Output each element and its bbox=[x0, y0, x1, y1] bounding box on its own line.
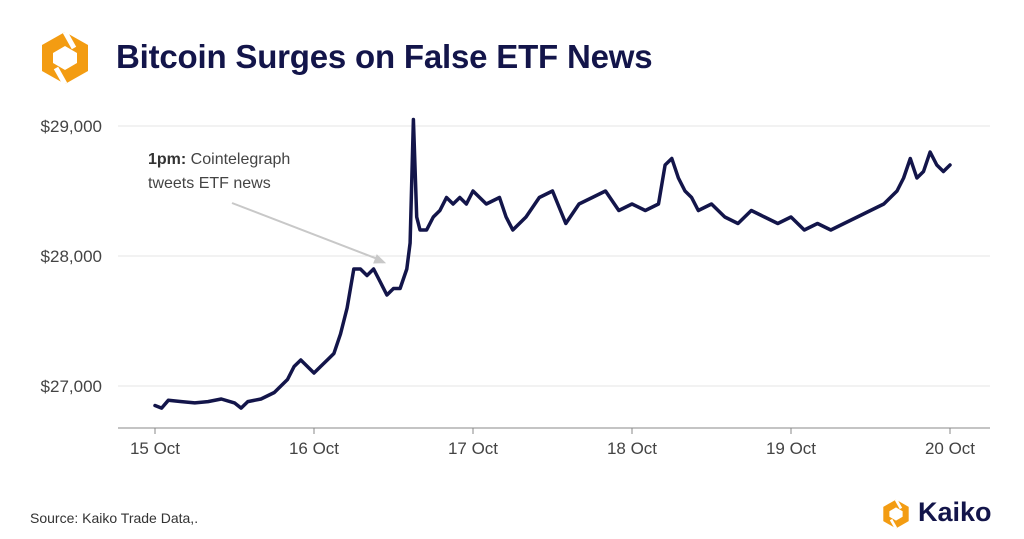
chart-title: Bitcoin Surges on False ETF News bbox=[116, 38, 653, 75]
x-tick-label: 16 Oct bbox=[289, 439, 339, 458]
annotation-bold: 1pm: bbox=[148, 151, 186, 168]
kaiko-logo-icon bbox=[42, 30, 88, 86]
x-tick-label: 18 Oct bbox=[607, 439, 657, 458]
x-tick-labels: 15 Oct 16 Oct 17 Oct 18 Oct 19 Oct 20 Oct bbox=[130, 439, 975, 458]
series-line-btc-price bbox=[153, 117, 952, 410]
axes bbox=[118, 427, 990, 434]
x-tick-label: 19 Oct bbox=[766, 439, 816, 458]
annotation-arrowhead bbox=[373, 254, 387, 264]
annotation-rest: Cointelegraph bbox=[186, 151, 290, 168]
x-tick-label: 20 Oct bbox=[925, 439, 975, 458]
annotation-text-line2: tweets ETF news bbox=[148, 175, 271, 192]
kaiko-brand-icon bbox=[883, 498, 909, 530]
brand-footer: Kaiko bbox=[880, 496, 1010, 532]
y-tick-labels: $27,000 $28,000 $29,000 bbox=[41, 117, 102, 396]
y-tick-label: $27,000 bbox=[41, 377, 102, 396]
annotation-arrow bbox=[231, 202, 379, 261]
y-tick-label: $28,000 bbox=[41, 247, 102, 266]
brand-name: Kaiko bbox=[918, 497, 992, 527]
chart-header: Bitcoin Surges on False ETF News bbox=[0, 0, 1024, 100]
grid-lines bbox=[118, 125, 990, 387]
annotation: 1pm: Cointelegraph tweets ETF news bbox=[148, 151, 387, 264]
y-tick-label: $29,000 bbox=[41, 117, 102, 136]
x-tick-label: 17 Oct bbox=[448, 439, 498, 458]
annotation-text-line1: 1pm: Cointelegraph bbox=[148, 151, 290, 168]
x-tick-label: 15 Oct bbox=[130, 439, 180, 458]
source-note: Source: Kaiko Trade Data,. bbox=[30, 510, 199, 526]
